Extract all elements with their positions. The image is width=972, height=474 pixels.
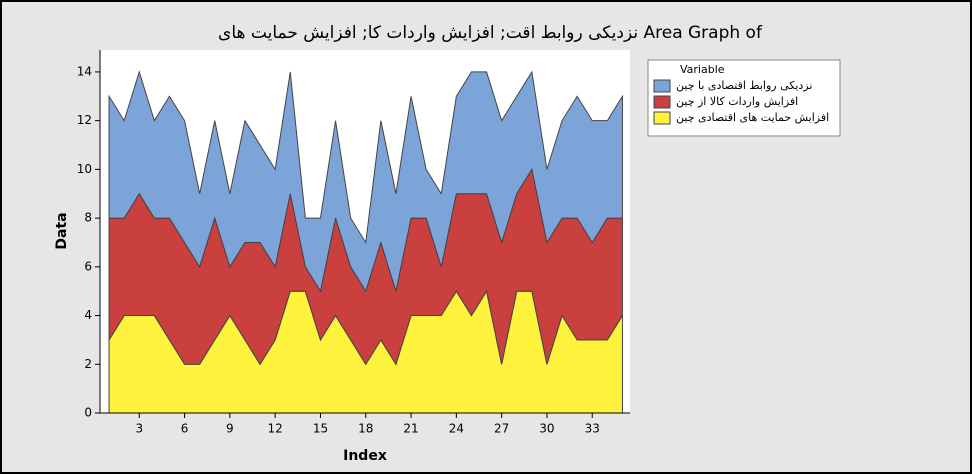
- x-tick-label: 24: [449, 422, 464, 436]
- y-axis-label: Data: [54, 212, 70, 249]
- y-tick-label: 10: [77, 162, 92, 176]
- x-axis-label: Index: [343, 448, 387, 464]
- legend-swatch: [653, 79, 671, 93]
- chart-title: Area Graph of نزدیکی روابط اقت; افزایش و…: [218, 23, 763, 43]
- x-tick-label: 15: [313, 422, 328, 436]
- x-tick-label: 18: [358, 422, 373, 436]
- y-tick-label: 14: [77, 64, 92, 78]
- y-tick-label: 4: [84, 308, 92, 322]
- x-tick-label: 21: [403, 422, 418, 436]
- y-tick-label: 6: [84, 259, 92, 273]
- legend-label: افزایش حمایت های اقتصادی چین: [676, 111, 829, 124]
- legend-swatch: [653, 111, 671, 125]
- legend-title: Variable: [680, 63, 725, 76]
- x-tick-label: 6: [181, 422, 189, 436]
- area: [108, 70, 623, 293]
- legend-box: [647, 59, 841, 137]
- y-tick-label: 8: [84, 211, 92, 225]
- legend-label: افزایش واردات کالا از چین: [676, 95, 798, 108]
- x-tick-label: 3: [135, 422, 143, 436]
- x-tick-label: 33: [585, 422, 600, 436]
- legend-swatch: [653, 95, 671, 109]
- legend-label: نزدیکی روابط اقتصادی با چین: [676, 79, 812, 92]
- x-tick-label: 27: [494, 422, 509, 436]
- y-tick-label: 12: [77, 113, 92, 127]
- y-tick-label: 2: [84, 357, 92, 371]
- x-tick-label: 9: [226, 422, 234, 436]
- y-tick-label: 0: [84, 406, 92, 420]
- x-tick-label: 30: [539, 422, 554, 436]
- x-tick-label: 12: [268, 422, 283, 436]
